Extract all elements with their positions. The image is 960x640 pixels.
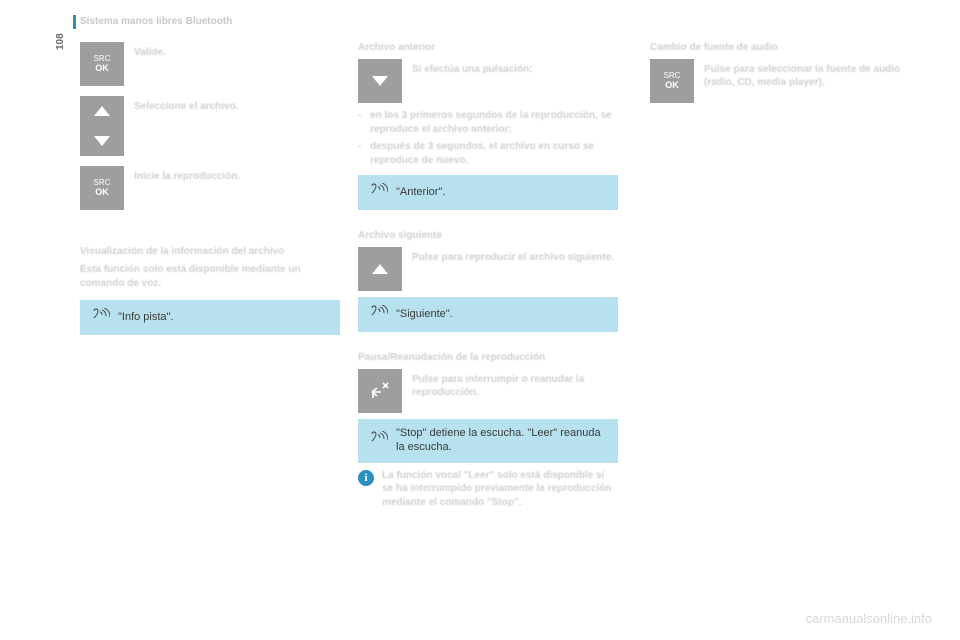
icon-src-label: SRC [94, 179, 111, 187]
voice-icon [90, 308, 110, 327]
voice-icon [368, 183, 388, 202]
watermark: carmanualsonline.info [806, 611, 932, 626]
voice-stop-leer: "Stop" detiene la escucha. "Leer" reanud… [358, 419, 618, 463]
icon-ok-label: OK [665, 81, 679, 90]
prev-row-text: Si efectúa una pulsación: [412, 59, 533, 76]
row-validate: SRC OK Valide. [80, 42, 340, 86]
voice-siguiente: "Siguiente". [358, 297, 618, 332]
bullet-2: - después de 3 segundos, el archivo en c… [358, 140, 618, 167]
row-prev: Si efectúa una pulsación: [358, 59, 618, 103]
bullet-2-text: después de 3 segundos, el archivo en cur… [370, 140, 618, 167]
page-header: Sistema manos libres Bluetooth [80, 16, 232, 27]
source-title: Cambio de fuente de audio [650, 42, 910, 53]
column-left: SRC OK Valide. Seleccione el archivo. SR… [80, 42, 340, 341]
select-file-text: Seleccione el archivo. [134, 96, 239, 113]
voice-stop-text: "Stop" detiene la escucha. "Leer" reanud… [396, 427, 608, 455]
pause-row-text: Pulse para interrumpir o reanudar la rep… [412, 369, 618, 399]
voice-icon [368, 431, 388, 450]
voice-icon [368, 305, 388, 324]
voice-anterior-text: "Anterior". [396, 186, 445, 200]
prev-bullets: - en los 3 primeros segundos de la repro… [358, 109, 618, 167]
source-row-text: Pulse para seleccionar la fuente de audi… [704, 59, 910, 89]
info-note-row: i La función vocal "Leer" solo está disp… [358, 469, 618, 510]
down-icon [80, 126, 124, 156]
pause-title: Pausa/Reanudación de la reproducción [358, 352, 618, 363]
row-pause: Pulse para interrumpir o reanudar la rep… [358, 369, 618, 413]
icon-src-label: SRC [664, 72, 681, 80]
bullet-1: - en los 3 primeros segundos de la repro… [358, 109, 618, 136]
row-start-play: SRC OK Inicie la reproducción. [80, 166, 340, 210]
src-ok-icon: SRC OK [80, 166, 124, 210]
page-number: 108 [55, 33, 66, 50]
next-row-text: Pulse para reproducir el archivo siguien… [412, 247, 614, 264]
src-ok-icon: SRC OK [80, 42, 124, 86]
bullet-1-text: en los 3 primeros segundos de la reprodu… [370, 109, 618, 136]
viz-body: Esta función solo está disponible median… [80, 263, 340, 290]
next-title: Archivo siguiente [358, 230, 618, 241]
voice-siguiente-text: "Siguiente". [396, 308, 453, 322]
up-icon [80, 96, 124, 126]
icon-src-label: SRC [94, 55, 111, 63]
column-middle: Archivo anterior Si efectúa una pulsació… [358, 42, 618, 509]
pause-resume-icon [358, 369, 402, 413]
voice-anterior: "Anterior". [358, 175, 618, 210]
icon-ok-label: OK [95, 64, 109, 73]
column-right: Cambio de fuente de audio SRC OK Pulse p… [650, 42, 910, 109]
validate-text: Valide. [134, 42, 166, 59]
header-accent-bar [73, 15, 76, 29]
row-next: Pulse para reproducir el archivo siguien… [358, 247, 618, 291]
info-icon: i [358, 470, 374, 486]
voice-info-pista: "Info pista". [80, 300, 340, 335]
viz-title: Visualización de la información del arch… [80, 246, 340, 257]
start-play-text: Inicie la reproducción. [134, 166, 240, 183]
row-select-file: Seleccione el archivo. [80, 96, 340, 156]
up-down-icon [80, 96, 124, 156]
info-note-text: La función vocal "Leer" solo está dispon… [382, 469, 618, 510]
src-ok-icon: SRC OK [650, 59, 694, 103]
prev-title: Archivo anterior [358, 42, 618, 53]
down-arrow-icon [358, 59, 402, 103]
icon-ok-label: OK [95, 188, 109, 197]
up-arrow-icon [358, 247, 402, 291]
voice-info-pista-text: "Info pista". [118, 311, 174, 325]
row-source: SRC OK Pulse para seleccionar la fuente … [650, 59, 910, 103]
